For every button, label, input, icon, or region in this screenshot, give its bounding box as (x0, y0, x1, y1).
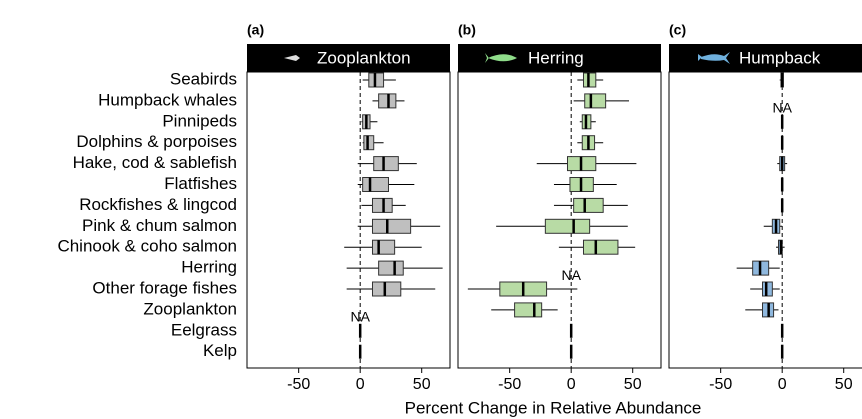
panel-frame (668, 71, 862, 369)
category-label: Zooplankton (143, 299, 237, 318)
category-label: Kelp (203, 341, 237, 360)
category-label: Humpback whales (98, 90, 237, 109)
box (582, 239, 619, 255)
box (514, 302, 543, 318)
category-label: Pink & chum salmon (82, 216, 237, 235)
x-tick-label: 50 (624, 376, 642, 393)
x-axis-label: Percent Change in Relative Abundance (405, 398, 702, 417)
category-label: Hake, cod & sablefish (73, 153, 237, 172)
category-label: Herring (181, 258, 237, 277)
box (544, 218, 591, 234)
box (371, 281, 402, 297)
x-tick-label: 50 (413, 376, 431, 393)
x-tick-label: 0 (567, 376, 576, 393)
x-tick-label: -50 (498, 376, 521, 393)
category-label: Chinook & coho salmon (57, 237, 237, 256)
x-tick-label: 0 (778, 376, 787, 393)
box (378, 260, 404, 276)
x-tick-label: 50 (835, 376, 853, 393)
box (371, 218, 412, 234)
panel-icon (284, 55, 300, 61)
box (371, 239, 396, 255)
category-label: Eelgrass (171, 320, 237, 339)
x-tick-label: -50 (287, 376, 310, 393)
box (573, 197, 604, 213)
category-label: Rockfishes & lingcod (79, 195, 237, 214)
panel-label: (a) (247, 22, 264, 38)
panel-title: Herring (528, 48, 584, 67)
category-label: Seabirds (170, 69, 237, 88)
category-label: Flatfishes (164, 174, 237, 193)
panel-header (247, 44, 450, 72)
x-tick-label: 0 (356, 376, 365, 393)
panel-icon (698, 52, 730, 64)
missing-label: NA (561, 267, 581, 283)
panel-label: (b) (458, 22, 476, 38)
box (362, 177, 389, 192)
category-label: Pinnipeds (162, 111, 237, 130)
box (373, 156, 399, 172)
panel-label: (c) (669, 22, 686, 38)
x-tick-label: -50 (709, 376, 732, 393)
panel-frame (246, 71, 451, 369)
category-label: Other forage fishes (92, 278, 237, 297)
panel-frame (457, 71, 662, 369)
panel-title: Zooplankton (317, 48, 411, 67)
box (584, 93, 607, 109)
missing-label: NA (772, 100, 792, 116)
panel-icon (485, 53, 517, 63)
category-label: Dolphins & porpoises (76, 132, 237, 151)
panel-title: Humpback (739, 48, 821, 67)
missing-label: NA (350, 309, 370, 325)
